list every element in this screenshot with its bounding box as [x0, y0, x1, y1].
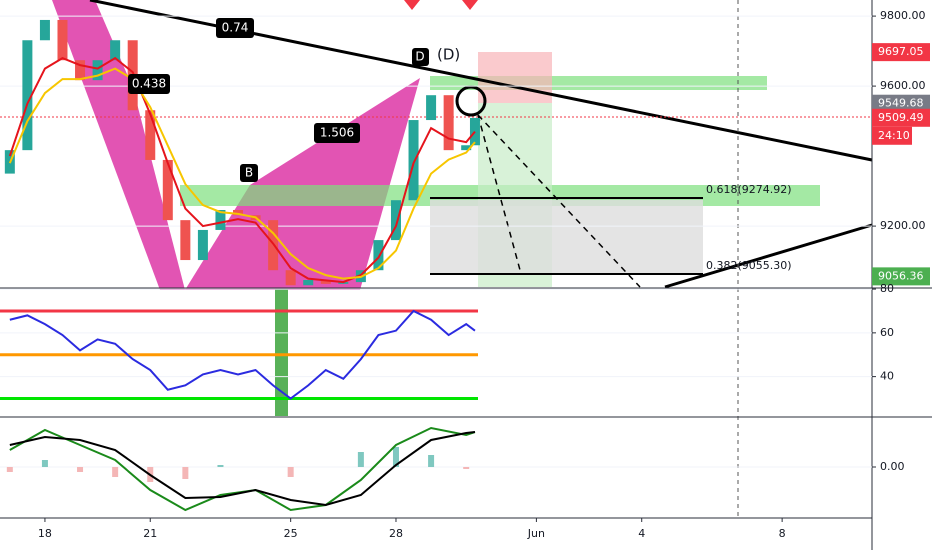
signal-arrow	[404, 0, 420, 10]
label-box	[314, 123, 360, 143]
series-line	[9, 431, 476, 507]
candle-body	[461, 145, 472, 151]
candle-body	[373, 240, 384, 271]
price-tag-label: 9056.36	[878, 269, 924, 282]
candle-body	[443, 95, 454, 151]
point-label: D	[415, 50, 424, 64]
ratio-label: 0.438	[132, 77, 166, 91]
label-box	[240, 164, 258, 182]
price-tag	[872, 43, 930, 62]
histogram-bar	[182, 467, 189, 479]
candle-body	[215, 210, 226, 230]
series-line	[8, 67, 476, 280]
series-line	[9, 309, 476, 400]
histogram-bar	[217, 465, 224, 467]
highlight-circle	[455, 85, 487, 117]
y-tick-label: 40	[880, 370, 894, 383]
fib-label: 0.618(9274.92)	[706, 183, 792, 196]
ratio-label: 0.74	[222, 21, 249, 35]
y-tick-label: 9600.00	[880, 79, 926, 92]
label-box	[128, 74, 170, 94]
point-label: (D)	[437, 46, 460, 64]
price-tag-label: 9549.68	[878, 97, 924, 110]
candle-body	[180, 220, 191, 261]
candle-body	[162, 159, 173, 221]
price-tag	[872, 267, 930, 286]
candle-body	[57, 19, 68, 61]
candle-body	[75, 60, 86, 81]
candle-body	[408, 120, 419, 201]
histogram-bar	[287, 467, 294, 477]
point-label: B	[245, 166, 253, 180]
price-tag	[872, 94, 930, 113]
candle-body	[92, 60, 103, 81]
histogram-bar	[6, 467, 13, 472]
fib-zone	[430, 200, 703, 275]
countdown-tag	[872, 126, 912, 145]
x-tick-label: 18	[38, 527, 52, 540]
candle-body	[233, 210, 244, 216]
histogram-bar	[392, 447, 399, 467]
pattern-leg	[52, 0, 185, 290]
candle-body	[145, 110, 156, 160]
candle-body	[39, 19, 50, 41]
price-tag	[872, 108, 930, 127]
candle-body	[110, 40, 121, 61]
candle-body	[22, 40, 33, 151]
histogram-bar	[428, 455, 435, 467]
series-line	[8, 56, 476, 284]
x-tick-label: 4	[638, 527, 645, 540]
projection	[477, 114, 641, 288]
price-tag-label: 9509.49	[878, 111, 924, 124]
x-tick-label: 28	[389, 527, 403, 540]
trendline	[664, 223, 873, 289]
x-tick-label: Jun	[527, 527, 545, 540]
histogram-bar	[112, 467, 119, 477]
histogram-bar	[41, 460, 48, 467]
x-tick-label: 21	[143, 527, 157, 540]
label-box	[216, 18, 254, 38]
histogram-bar	[463, 467, 470, 469]
candle-body	[390, 200, 401, 241]
candle-body	[197, 229, 208, 261]
price-tag-label: 9697.05	[878, 45, 924, 58]
label-box	[412, 48, 429, 66]
y-tick-label: 9800.00	[880, 9, 926, 22]
signal-arrow	[462, 0, 478, 10]
stop-zone	[478, 52, 552, 103]
y-tick-label: 60	[880, 326, 894, 339]
annotations: 0.74 0.438 1.506 B D (D) 0.618(9274.92) …	[128, 18, 792, 272]
candle-body	[285, 270, 296, 286]
y-tick-label: 0.00	[880, 460, 905, 473]
histogram-bar	[77, 467, 84, 472]
ratio-label: 1.506	[320, 126, 354, 140]
candle-body	[320, 280, 331, 284]
highlight-bar	[275, 289, 288, 416]
histogram-bar	[357, 452, 364, 467]
y-tick-label: 9200.00	[880, 219, 926, 232]
fib-label: 0.382(9055.30)	[706, 259, 792, 272]
candle-body	[426, 95, 437, 121]
x-tick-label: 25	[284, 527, 298, 540]
countdown: 24:10	[878, 129, 910, 142]
pattern-leg	[185, 78, 420, 290]
y-tick-label: 80	[880, 282, 894, 295]
x-tick-label: 8	[779, 527, 786, 540]
candle-body	[303, 280, 314, 286]
